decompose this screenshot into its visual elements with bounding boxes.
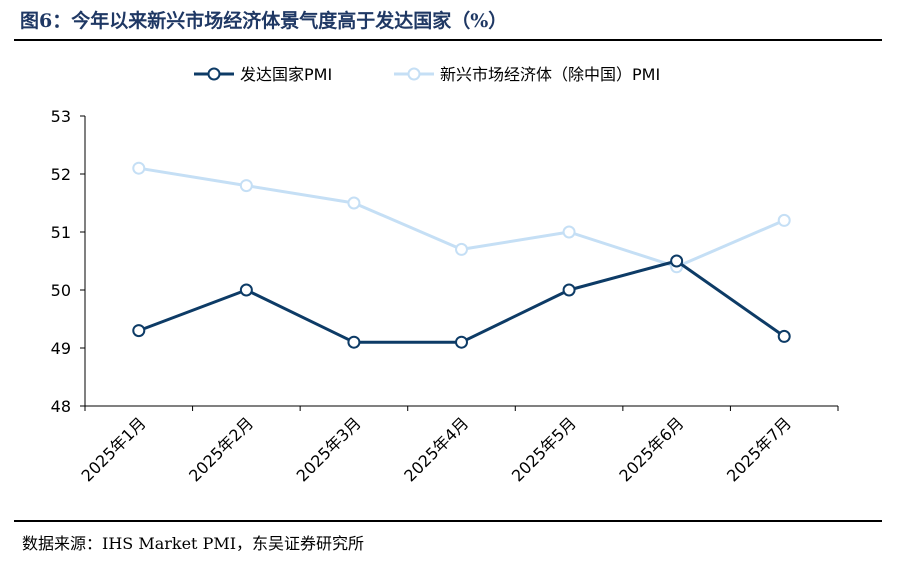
data-point (132, 324, 146, 338)
x-axis: 2025年1月 2025年2月 2025年3月 2025年4月 2025年5月 2025年… (78, 405, 839, 485)
y-axis: 48 49 50 51 52 53 (51, 107, 86, 416)
legend-swatch-marker (207, 67, 221, 81)
data-point (777, 329, 791, 343)
x-tick-label: 2025年6月 (615, 413, 687, 485)
x-tick-label: 2025年5月 (508, 413, 580, 485)
x-tick-label: 2025年1月 (78, 413, 150, 485)
y-tick-label: 51 (51, 223, 71, 242)
legend-label: 新兴市场经济体（除中国）PMI (440, 65, 660, 84)
data-point (239, 283, 253, 297)
legend: 发达国家PMI 新兴市场经济体（除中国）PMI (194, 65, 660, 84)
data-point (455, 242, 468, 256)
y-tick-label: 52 (51, 165, 71, 184)
series-line (138, 259, 786, 344)
line-chart: 发达国家PMI 新兴市场经济体（除中国）PMI 48 49 50 51 52 53 2025… (51, 65, 839, 485)
data-point (562, 283, 576, 297)
y-tick-label: 53 (51, 107, 71, 126)
series-layer (132, 161, 791, 349)
y-tick-label: 50 (51, 281, 71, 300)
x-tick-label: 2025年4月 (400, 413, 472, 485)
y-tick-label: 49 (51, 339, 71, 358)
x-tick-label: 2025年2月 (185, 413, 257, 485)
data-point (455, 335, 468, 349)
data-point (239, 179, 253, 193)
bottom-rule (14, 520, 882, 522)
legend-item-0: 发达国家PMI (194, 65, 332, 84)
data-point (347, 335, 361, 349)
legend-item-1: 新兴市场经济体（除中国）PMI (394, 65, 660, 84)
top-rule (14, 39, 882, 41)
source-note: 数据来源：IHS Market PMI，东吴证券研究所 (22, 534, 365, 553)
data-point (777, 213, 791, 227)
x-tick-label: 2025年3月 (293, 413, 365, 485)
data-point (670, 254, 684, 268)
series-0 (132, 254, 791, 349)
legend-label: 发达国家PMI (240, 65, 332, 84)
y-tick-label: 48 (51, 397, 71, 416)
data-point (347, 196, 361, 210)
data-point (132, 161, 146, 175)
series-1 (132, 161, 791, 274)
legend-swatch-marker (407, 67, 421, 81)
figure-title: 图6：今年以来新兴市场经济体景气度高于发达国家（%） (20, 10, 508, 32)
x-tick-label: 2025年7月 (723, 413, 795, 485)
data-point (562, 225, 576, 239)
